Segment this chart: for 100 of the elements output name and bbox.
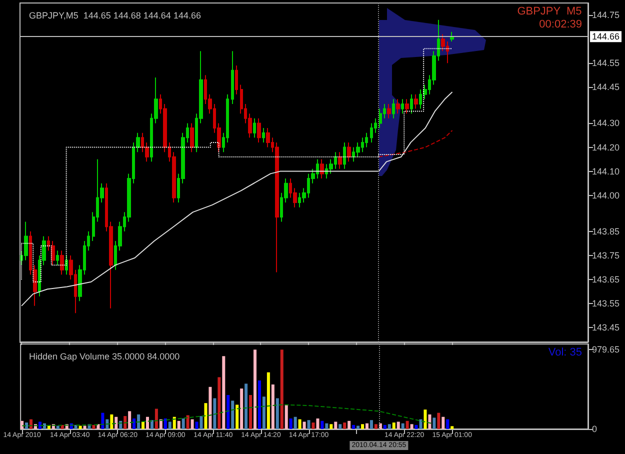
bar	[42, 423, 46, 429]
ref-line-label: 144.66	[592, 32, 620, 42]
candlestick	[262, 128, 265, 143]
bar	[186, 415, 190, 429]
bar	[60, 424, 64, 429]
candlestick	[136, 132, 140, 153]
bar	[128, 411, 132, 429]
candlestick	[338, 152, 342, 170]
bar	[249, 395, 252, 429]
bar	[204, 403, 208, 429]
bar	[370, 420, 373, 429]
candlestick	[253, 118, 256, 138]
candlestick	[410, 94, 413, 114]
bar	[124, 416, 127, 429]
bar	[361, 424, 364, 429]
bar	[222, 356, 226, 429]
candlestick	[56, 250, 59, 266]
candlestick	[47, 236, 50, 252]
y-tick-label: 143.85	[592, 226, 620, 236]
bar	[406, 420, 409, 429]
y-tick-label: 144.30	[592, 118, 620, 128]
bar	[320, 420, 324, 429]
bar	[325, 423, 328, 429]
bar	[334, 422, 338, 429]
y-tick-label: 979.65	[592, 344, 620, 355]
bar	[307, 420, 310, 429]
y-tick-label: 144.20	[592, 142, 620, 152]
candlestick	[396, 98, 400, 114]
candlestick	[24, 221, 28, 261]
bar	[38, 422, 42, 429]
bar	[254, 350, 257, 429]
candlestick	[320, 158, 324, 180]
candlestick	[190, 122, 194, 153]
y-tick-label: 144.75	[592, 10, 620, 20]
candlestick	[387, 103, 391, 119]
bar	[231, 400, 234, 429]
bar	[432, 418, 436, 429]
bar	[154, 408, 158, 429]
bar	[343, 422, 346, 429]
bar	[284, 404, 288, 429]
bar	[177, 420, 180, 429]
bar	[56, 426, 60, 429]
candlestick	[347, 142, 351, 162]
bar	[312, 422, 315, 429]
bar	[83, 426, 86, 429]
candlestick	[405, 98, 409, 114]
bar	[302, 422, 306, 429]
candlestick	[266, 128, 270, 148]
bar	[410, 424, 414, 429]
bar	[164, 418, 167, 429]
candlestick	[343, 142, 346, 170]
bar	[366, 423, 369, 429]
bar	[294, 416, 297, 429]
bar	[446, 419, 450, 429]
bar	[388, 424, 391, 429]
bar	[92, 424, 96, 429]
bar	[258, 380, 261, 429]
bar	[298, 419, 302, 429]
bar	[172, 416, 176, 429]
bar	[424, 410, 427, 429]
annotation: 00:02:39	[539, 18, 582, 30]
bar	[146, 416, 149, 429]
bar	[419, 419, 422, 429]
bar	[374, 424, 378, 429]
bar	[110, 414, 114, 429]
candlestick	[365, 132, 368, 148]
bar	[25, 422, 28, 429]
candlestick	[275, 142, 279, 273]
candlestick	[414, 94, 418, 110]
candlestick	[401, 98, 404, 114]
y-tick-label: 143.75	[592, 250, 620, 260]
annotation: GBPJPY M5	[517, 6, 582, 18]
candlestick	[356, 142, 360, 158]
bar	[437, 412, 440, 429]
candlestick	[392, 98, 395, 119]
bar	[20, 420, 24, 429]
y-tick-label: 143.55	[592, 298, 620, 309]
bar	[218, 377, 221, 429]
bar	[182, 418, 185, 429]
bar	[244, 384, 248, 429]
candlestick	[370, 122, 373, 143]
bar	[338, 424, 342, 429]
candlestick	[51, 240, 55, 266]
bar	[226, 395, 230, 429]
bar	[213, 398, 216, 429]
line-series	[22, 404, 432, 426]
bar	[450, 426, 454, 429]
candlestick	[235, 65, 238, 95]
bar	[266, 372, 270, 429]
bar	[289, 418, 292, 429]
bar	[262, 396, 266, 429]
bar	[442, 416, 445, 429]
bar	[150, 420, 154, 429]
bar	[200, 416, 203, 429]
y-tick-label: 144.10	[592, 166, 620, 176]
bar	[348, 420, 351, 429]
bar	[383, 424, 386, 429]
text: Hidden Gap Volume 35.0000 84.0000	[29, 352, 180, 362]
bar	[236, 404, 239, 429]
bar	[114, 416, 118, 429]
